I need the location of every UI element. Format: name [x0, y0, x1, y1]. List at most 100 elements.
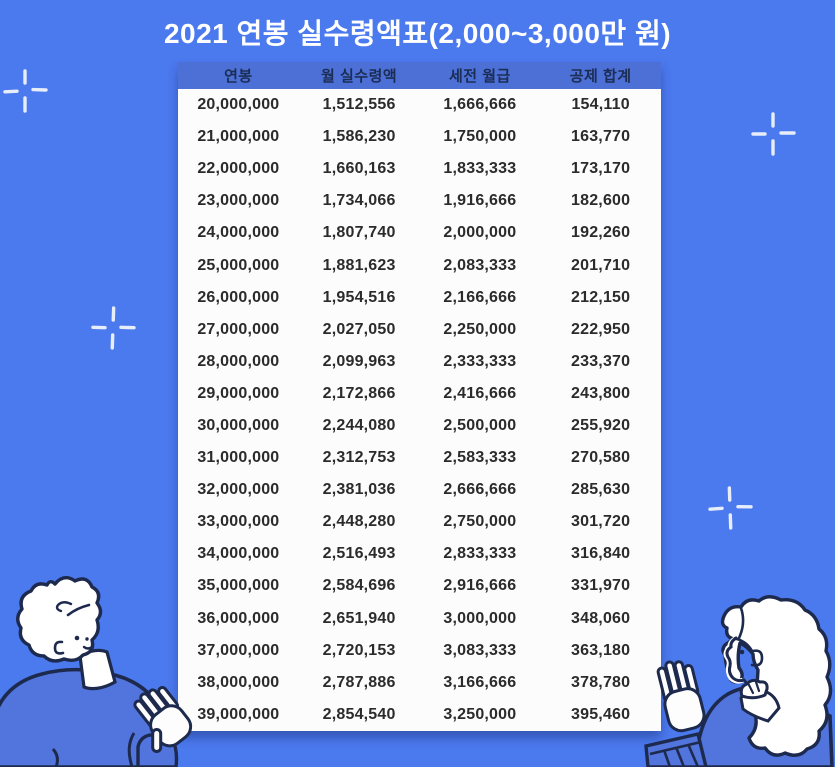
cell-pretax-monthly: 2,833,333: [443, 545, 517, 563]
cell-annual-salary: 38,000,000: [197, 673, 280, 691]
cell-annual-salary: 26,000,000: [197, 288, 280, 306]
table-row: 21,000,000 1,586,230 1,750,000 163,770: [178, 121, 661, 153]
table-row: 24,000,000 1,807,740 2,000,000 192,260: [178, 217, 661, 249]
salary-table-body: 20,000,000 1,512,556 1,666,666 154,110 2…: [178, 89, 661, 731]
cell-pretax-monthly: 3,166,666: [443, 673, 517, 691]
cell-annual-salary: 28,000,000: [197, 352, 280, 370]
cell-total-deductions: 182,600: [571, 192, 631, 210]
column-header-annual-salary: 연봉: [178, 62, 299, 89]
cell-total-deductions: 154,110: [571, 96, 630, 114]
cell-pretax-monthly: 2,416,666: [443, 384, 517, 402]
cell-total-deductions: 270,580: [571, 449, 631, 467]
cell-pretax-monthly: 1,750,000: [443, 128, 517, 146]
cell-annual-salary: 24,000,000: [197, 224, 280, 242]
table-row: 30,000,000 2,244,080 2,500,000 255,920: [178, 410, 661, 442]
page-title: 2021 연봉 실수령액표(2,000~3,000만 원): [163, 18, 672, 49]
right-person-chin-hand: [739, 678, 781, 723]
plus-crosshair-icon: [91, 306, 136, 350]
cell-monthly-net: 2,584,696: [322, 577, 396, 595]
left-person-ear: [53, 640, 65, 655]
cell-pretax-monthly: 2,583,333: [443, 449, 517, 467]
table-row: 23,000,000 1,734,066 1,916,666 182,600: [178, 185, 661, 217]
cell-monthly-net: 1,660,163: [322, 160, 396, 178]
cell-monthly-net: 2,720,153: [322, 641, 396, 659]
table-row: 39,000,000 2,854,540 3,250,000 395,460: [178, 699, 661, 731]
cell-annual-salary: 33,000,000: [197, 513, 280, 531]
column-header-pretax-monthly: 세전 월급: [419, 62, 541, 89]
cell-monthly-net: 1,734,066: [322, 192, 396, 210]
cell-pretax-monthly: 1,666,666: [443, 96, 517, 114]
right-person-ear: [750, 649, 764, 667]
left-person-mouth: [82, 645, 94, 650]
cell-total-deductions: 201,710: [571, 256, 631, 274]
cell-pretax-monthly: 1,916,666: [443, 192, 517, 210]
cell-annual-salary: 29,000,000: [197, 384, 280, 402]
cell-pretax-monthly: 3,000,000: [443, 609, 517, 627]
cell-pretax-monthly: 1,833,333: [443, 160, 517, 178]
table-row: 28,000,000 2,099,963 2,333,333 233,370: [178, 346, 661, 378]
cell-total-deductions: 378,780: [571, 673, 631, 691]
cell-pretax-monthly: 2,166,666: [443, 288, 517, 306]
curly-hair-person-illustration: [0, 575, 193, 767]
right-person-eye: [739, 649, 745, 655]
table-row: 35,000,000 2,584,696 2,916,666 331,970: [178, 570, 661, 602]
cell-pretax-monthly: 2,500,000: [443, 416, 517, 434]
cell-monthly-net: 2,312,753: [322, 449, 396, 467]
cell-total-deductions: 255,920: [571, 416, 631, 434]
cell-monthly-net: 2,099,963: [322, 352, 396, 370]
cell-monthly-net: 1,512,556: [322, 96, 396, 114]
table-row: 29,000,000 2,172,866 2,416,666 243,800: [178, 378, 661, 410]
cell-total-deductions: 233,370: [571, 352, 631, 370]
table-row: 31,000,000 2,312,753 2,583,333 270,580: [178, 442, 661, 474]
cell-monthly-net: 2,787,886: [322, 673, 396, 691]
cell-total-deductions: 222,950: [571, 320, 631, 338]
column-header-total-deductions: 공제 합계: [540, 62, 661, 89]
left-person-head: [16, 575, 103, 663]
cell-annual-salary: 25,000,000: [197, 256, 280, 274]
cell-total-deductions: 285,630: [571, 481, 631, 499]
cell-total-deductions: 395,460: [571, 705, 631, 723]
cell-annual-salary: 39,000,000: [197, 705, 280, 723]
cell-total-deductions: 212,150: [571, 288, 631, 306]
cell-total-deductions: 163,770: [571, 128, 631, 146]
table-row: 33,000,000 2,448,280 2,750,000 301,720: [178, 506, 661, 538]
cell-annual-salary: 21,000,000: [197, 128, 280, 146]
cell-annual-salary: 37,000,000: [197, 641, 280, 659]
table-row: 36,000,000 2,651,940 3,000,000 348,060: [178, 603, 661, 635]
cell-monthly-net: 1,954,516: [322, 288, 396, 306]
column-header-monthly-net: 월 실수령액: [298, 62, 420, 89]
table-row: 25,000,000 1,881,623 2,083,333 201,710: [178, 249, 661, 281]
cell-total-deductions: 243,800: [571, 384, 631, 402]
cell-pretax-monthly: 3,083,333: [443, 641, 517, 659]
cell-monthly-net: 1,586,230: [322, 128, 396, 146]
cell-annual-salary: 36,000,000: [197, 609, 280, 627]
cell-pretax-monthly: 2,333,333: [443, 352, 517, 370]
salary-table-card: 연봉 월 실수령액 세전 월급 공제 합계 20,000,000 1,512,5…: [178, 62, 661, 731]
table-row: 20,000,000 1,512,556 1,666,666 154,110: [178, 89, 661, 121]
right-person-hand: [656, 660, 706, 733]
cell-annual-salary: 32,000,000: [197, 481, 280, 499]
cell-total-deductions: 316,840: [571, 545, 631, 563]
cell-total-deductions: 301,720: [571, 513, 631, 531]
cell-annual-salary: 30,000,000: [197, 416, 280, 434]
cell-monthly-net: 2,854,540: [322, 705, 396, 723]
salary-table: 연봉 월 실수령액 세전 월급 공제 합계 20,000,000 1,512,5…: [178, 62, 661, 731]
cell-monthly-net: 2,651,940: [322, 609, 396, 627]
cell-total-deductions: 331,970: [571, 577, 631, 595]
right-person-cuff: [644, 731, 708, 767]
cell-total-deductions: 173,170: [571, 160, 631, 178]
cell-pretax-monthly: 2,250,000: [443, 320, 517, 338]
cell-annual-salary: 31,000,000: [197, 449, 280, 467]
long-hair-person-illustration: [644, 595, 834, 767]
table-row: 27,000,000 2,027,050 2,250,000 222,950: [178, 314, 661, 346]
table-row: 32,000,000 2,381,036 2,666,666 285,630: [178, 474, 661, 506]
cell-monthly-net: 2,381,036: [322, 481, 396, 499]
table-row: 26,000,000 1,954,516 2,166,666 212,150: [178, 282, 661, 314]
cell-pretax-monthly: 2,000,000: [443, 224, 517, 242]
cell-pretax-monthly: 2,666,666: [443, 481, 517, 499]
cell-total-deductions: 363,180: [571, 641, 631, 659]
cell-monthly-net: 2,244,080: [322, 416, 396, 434]
table-row: 37,000,000 2,720,153 3,083,333 363,180: [178, 635, 661, 667]
plus-crosshair-icon: [751, 112, 796, 156]
